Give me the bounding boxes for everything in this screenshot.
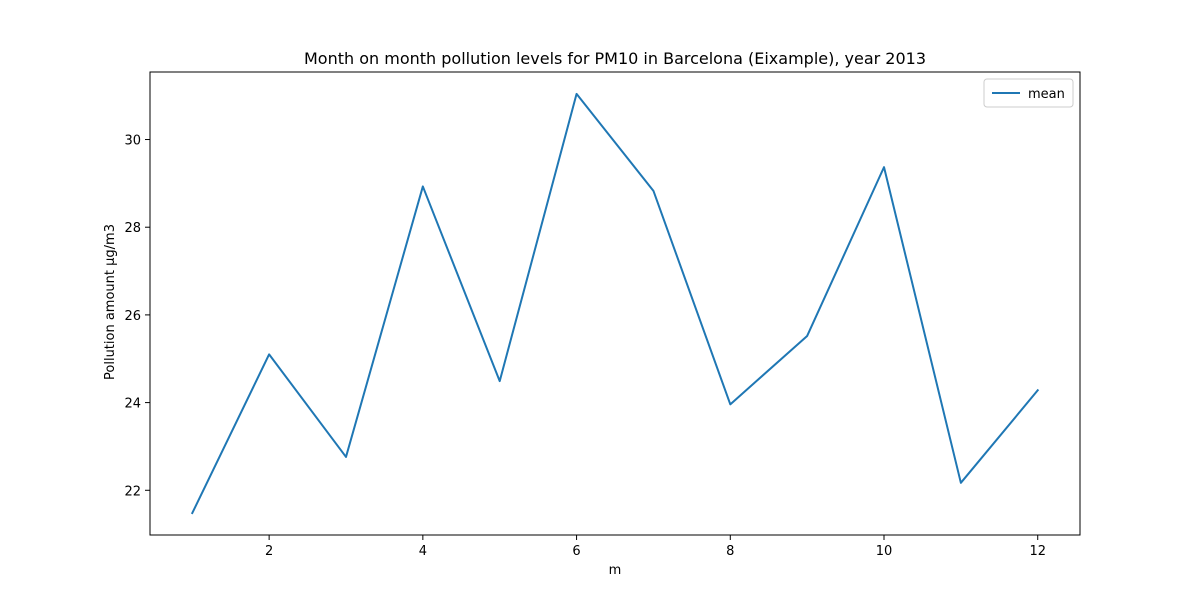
- series-line-mean: [190, 92, 1040, 515]
- x-tick-label: 8: [726, 544, 734, 559]
- x-tick-label: 2: [265, 544, 273, 559]
- y-axis-label: Pollution amount µg/m3: [103, 224, 118, 380]
- y-tick-label: 28: [124, 221, 141, 236]
- x-tick-label: 12: [1029, 544, 1046, 559]
- x-tick-label: 6: [572, 544, 580, 559]
- x-tick-label: 10: [876, 544, 893, 559]
- legend-label: mean: [1028, 87, 1065, 102]
- chart-title: Month on month pollution levels for PM10…: [304, 49, 926, 68]
- y-tick-label: 26: [124, 309, 141, 324]
- x-tick-label: 4: [419, 544, 427, 559]
- legend-box: [983, 78, 1074, 108]
- x-axis-label: m: [609, 563, 622, 578]
- y-tick-label: 22: [124, 484, 141, 499]
- y-tick-label: 30: [124, 134, 141, 149]
- legend: mean: [983, 78, 1074, 108]
- y-tick-label: 24: [124, 397, 141, 412]
- plot-frame: [149, 71, 1081, 536]
